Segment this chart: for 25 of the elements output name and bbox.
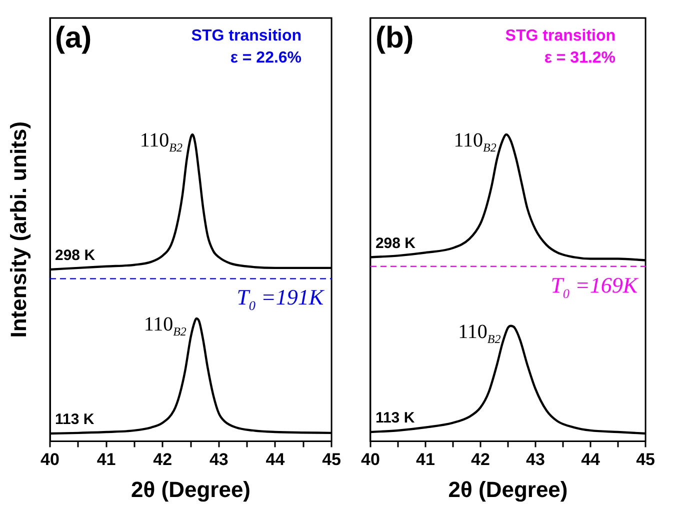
x-tick-label: 42 bbox=[471, 450, 490, 470]
series-label: 113 K bbox=[55, 411, 94, 428]
x-tick-label: 41 bbox=[96, 450, 116, 470]
series-label: 113 K bbox=[375, 410, 415, 427]
x-axis-title: 2θ (Degree) bbox=[131, 476, 251, 502]
x-axis-title: 2θ (Degree) bbox=[448, 476, 568, 502]
x-tick-label: 45 bbox=[636, 450, 656, 470]
x-tick-label: 41 bbox=[416, 450, 435, 470]
x-tick-label: 43 bbox=[209, 450, 228, 470]
x-tick-label: 40 bbox=[360, 450, 380, 470]
series-label: 298 K bbox=[375, 234, 416, 252]
text: STG transition bbox=[505, 27, 616, 44]
x-tick-label: 44 bbox=[266, 450, 286, 470]
text: ε = 22.6% bbox=[230, 49, 302, 66]
text: ε = 31.2% bbox=[544, 49, 616, 66]
chart-title: (a) bbox=[55, 21, 92, 54]
x-tick-label: 44 bbox=[581, 450, 601, 470]
chart-title: (b) bbox=[375, 21, 414, 54]
series-label: 298 K bbox=[55, 247, 96, 264]
text: STG transition bbox=[191, 27, 302, 44]
y-axis-title: Intensity (arbi. units) bbox=[6, 121, 32, 338]
x-tick-label: 42 bbox=[153, 450, 172, 470]
x-tick-label: 40 bbox=[40, 450, 60, 470]
x-tick-label: 43 bbox=[526, 450, 545, 470]
x-tick-label: 45 bbox=[322, 450, 342, 470]
